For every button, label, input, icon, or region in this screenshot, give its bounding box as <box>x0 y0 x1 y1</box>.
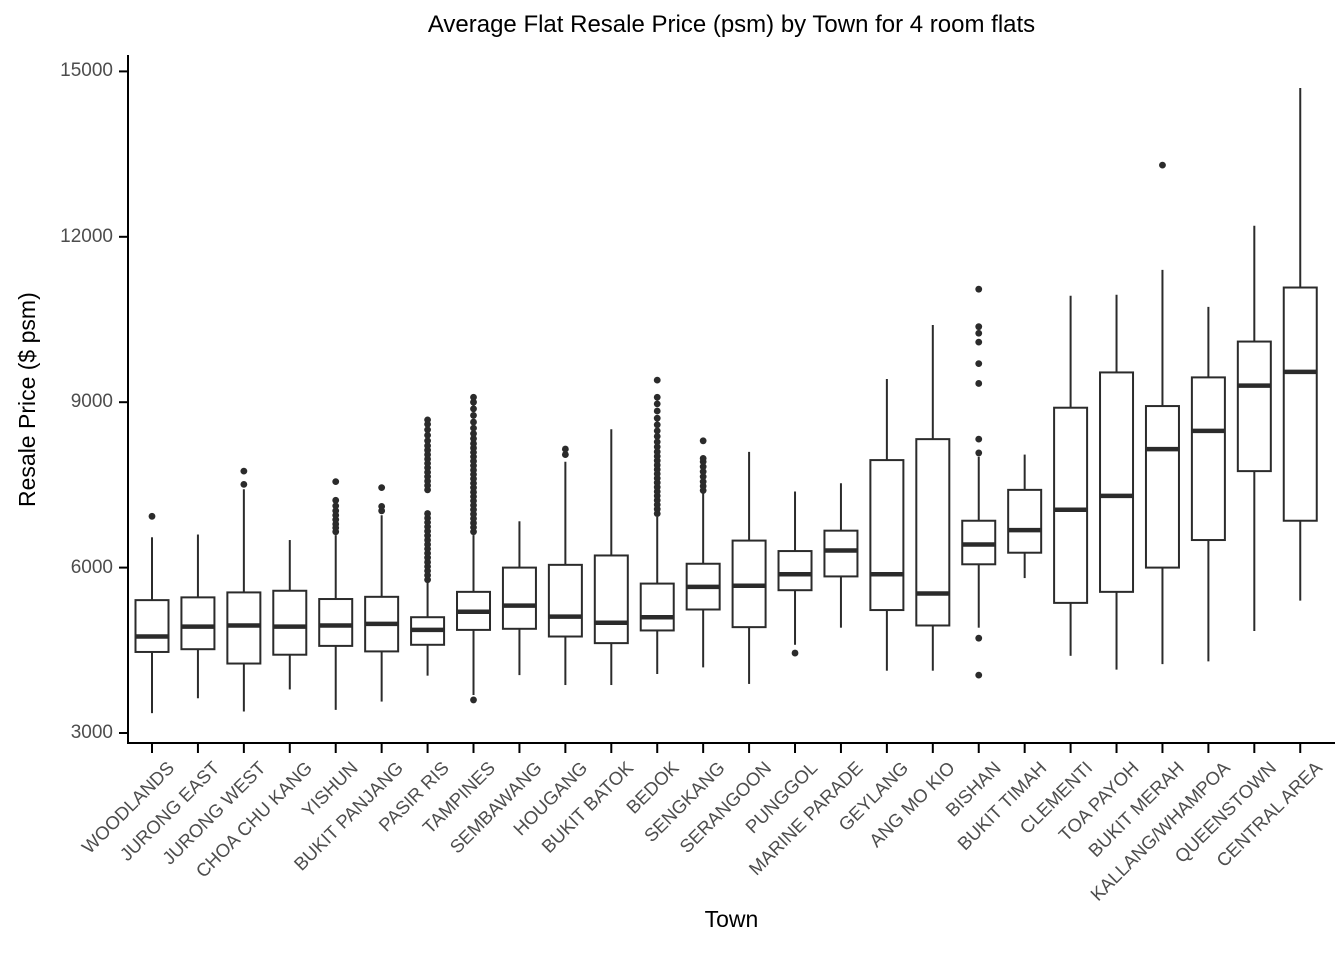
iqr-box <box>180 596 216 651</box>
outlier-point <box>653 438 661 446</box>
iqr-box <box>547 563 583 638</box>
iqr-box <box>823 529 859 578</box>
outlier-point <box>470 398 477 406</box>
x-axis-title: Town <box>704 906 759 932</box>
outlier-point <box>975 285 983 293</box>
outlier-point <box>332 502 340 510</box>
iqr-box <box>318 598 354 647</box>
iqr-box <box>593 554 629 645</box>
outlier-point <box>791 649 799 657</box>
outlier-point <box>699 463 707 471</box>
outlier-point <box>240 480 248 488</box>
iqr-box <box>777 550 813 592</box>
outlier-point <box>332 478 340 485</box>
outlier-point <box>424 426 431 434</box>
outlier-point <box>699 468 707 476</box>
outlier-point <box>975 338 983 346</box>
outlier-point <box>470 440 477 447</box>
outlier-point <box>470 418 477 426</box>
outlier-point <box>424 442 431 450</box>
iqr-box <box>1099 371 1135 593</box>
outlier-point <box>470 424 477 432</box>
outlier-point <box>653 421 661 429</box>
outlier-point <box>378 484 386 492</box>
outlier-point <box>378 503 386 510</box>
outlier-point <box>653 448 661 456</box>
iqr-box <box>501 566 537 630</box>
iqr-box <box>869 459 905 612</box>
outlier-point <box>424 416 431 424</box>
chart-title: Average Flat Resale Price (psm) by Town … <box>427 11 1036 38</box>
outlier-point <box>470 696 477 704</box>
outlier-point <box>975 323 983 331</box>
outlier-point <box>424 510 431 517</box>
outlier-point <box>975 671 983 679</box>
y-tick-label: 15000 <box>60 60 113 82</box>
outlier-point <box>653 414 661 422</box>
outlier-point <box>653 400 661 408</box>
outlier-point <box>470 412 477 419</box>
y-tick-label: 3000 <box>70 722 113 743</box>
iqr-box <box>915 438 951 627</box>
outlier-point <box>653 407 661 415</box>
y-tick-label: 9000 <box>70 391 113 413</box>
y-tick-label: 12000 <box>60 225 113 247</box>
outlier-point <box>148 512 156 520</box>
outlier-point <box>975 449 983 457</box>
outlier-point <box>561 445 569 453</box>
iqr-box <box>1007 488 1043 554</box>
outlier-point <box>699 437 707 445</box>
outlier-point <box>975 360 983 368</box>
iqr-box <box>1282 286 1318 522</box>
outlier-point <box>332 507 340 515</box>
outlier-point <box>653 427 661 435</box>
iqr-box <box>1236 340 1272 473</box>
outlier-point <box>470 405 477 413</box>
outlier-point <box>240 467 248 475</box>
outlier-point <box>332 496 340 504</box>
outlier-point <box>470 435 477 442</box>
outlier-point <box>653 376 661 384</box>
outlier-point <box>699 478 707 485</box>
outlier-point <box>470 430 477 438</box>
iqr-box <box>226 591 262 665</box>
iqr-box <box>134 599 170 653</box>
outlier-point <box>653 393 661 401</box>
iqr-box <box>1053 406 1089 604</box>
outlier-point <box>424 431 431 439</box>
outlier-point <box>470 393 477 401</box>
y-tick-label: 6000 <box>70 556 113 578</box>
outlier-point <box>653 443 661 451</box>
iqr-box <box>1190 376 1226 542</box>
outlier-point <box>975 380 983 387</box>
outlier-point <box>699 473 707 481</box>
outlier-point <box>1159 161 1166 169</box>
outlier-point <box>699 455 707 462</box>
outlier-point <box>424 437 431 445</box>
outlier-point <box>653 432 661 440</box>
iqr-box <box>1144 405 1180 569</box>
iqr-box <box>639 582 675 632</box>
iqr-box <box>272 589 308 656</box>
outlier-point <box>975 329 983 337</box>
outlier-point <box>561 451 569 458</box>
outlier-point <box>975 435 983 443</box>
outlier-point <box>975 634 983 642</box>
